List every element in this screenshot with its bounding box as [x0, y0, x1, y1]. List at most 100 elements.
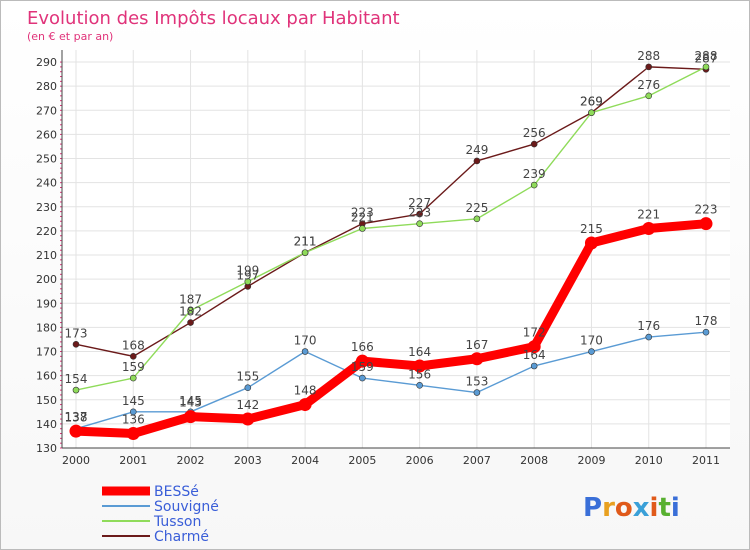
data-label: 173: [65, 326, 88, 340]
data-point: [473, 215, 481, 223]
x-tick-label: 2010: [635, 454, 663, 467]
data-label: 223: [695, 203, 718, 217]
data-label: 138: [65, 411, 88, 425]
data-label: 164: [408, 345, 431, 359]
data-point: [416, 210, 423, 218]
series-line: [75, 66, 707, 391]
data-label: 288: [695, 49, 718, 63]
y-tick-label: 180: [36, 321, 57, 334]
data-point: [301, 348, 309, 355]
data-point: [473, 389, 481, 396]
data-point: [645, 92, 653, 100]
data-label: 227: [408, 196, 431, 210]
y-tick-label: 210: [36, 249, 57, 262]
data-point: [699, 217, 713, 231]
data-label: 288: [637, 49, 660, 63]
y-tick-label: 270: [36, 104, 57, 117]
data-label: 166: [351, 340, 374, 354]
x-tick-label: 2008: [520, 454, 548, 467]
data-label: 269: [580, 95, 603, 109]
legend-label: Souvigné: [154, 499, 219, 515]
legend-label: Charmé: [154, 529, 209, 545]
y-tick-label: 230: [36, 201, 57, 214]
data-label: 142: [236, 398, 259, 412]
legend-label: BESSé: [154, 484, 199, 500]
data-point: [241, 412, 255, 426]
data-label: 154: [65, 372, 88, 386]
data-point: [530, 362, 538, 370]
data-label: 137: [65, 410, 88, 424]
logo-letter: i: [650, 493, 659, 523]
data-label: 225: [465, 201, 488, 215]
axes: 130 140 150 160 170 180 190 200 210 220 230 240 250 2…: [36, 50, 730, 467]
x-tick-label: 2006: [406, 454, 434, 467]
chart-subtitle: (en € et par an): [27, 30, 113, 43]
data-label: 239: [523, 167, 546, 181]
data-point: [72, 386, 80, 394]
data-point: [584, 236, 598, 250]
data-label: 159: [351, 360, 374, 374]
logo-letter: o: [615, 493, 633, 523]
data-point: [244, 384, 252, 391]
y-tick-label: 280: [36, 80, 57, 93]
data-label: 287: [695, 51, 718, 65]
data-point: [527, 340, 541, 354]
data-point: [702, 328, 710, 336]
data-label: 136: [122, 413, 145, 427]
data-label: 223: [351, 206, 374, 220]
data-point: [702, 63, 710, 71]
data-point: [69, 424, 83, 438]
x-tick-label: 2009: [577, 454, 605, 467]
data-point: [298, 398, 312, 412]
data-point: [416, 220, 423, 227]
data-label: 269: [580, 95, 603, 109]
plot-area: [62, 50, 730, 448]
data-label: 178: [695, 314, 718, 328]
proxiti-logo: Proxiti: [583, 493, 680, 523]
data-label: 176: [637, 319, 660, 333]
data-label: 199: [236, 264, 259, 278]
y-tick-label: 160: [36, 370, 57, 383]
data-label: 211: [294, 235, 317, 249]
x-tick-label: 2003: [234, 454, 262, 467]
y-tick-label: 140: [36, 418, 57, 431]
data-point: [129, 408, 137, 416]
x-tick-label: 2005: [348, 454, 376, 467]
data-point: [301, 249, 309, 256]
x-tick-label: 2007: [463, 454, 491, 467]
data-point: [645, 333, 653, 341]
data-point: [359, 225, 366, 232]
series-line: [75, 66, 707, 358]
data-label: 187: [179, 293, 202, 307]
data-point: [126, 427, 140, 441]
logo-letter: x: [633, 493, 650, 523]
data-label: 197: [236, 268, 259, 282]
data-label: 182: [179, 305, 202, 319]
y-tick-label: 220: [36, 225, 57, 238]
data-point: [244, 278, 252, 285]
data-label: 164: [523, 348, 546, 362]
data-label: 215: [580, 222, 603, 236]
x-tick-label: 2001: [119, 454, 147, 467]
data-point: [413, 359, 427, 373]
logo-letter: r: [602, 493, 615, 523]
x-tick-label: 2011: [692, 454, 720, 467]
legend-label: Tusson: [153, 514, 201, 530]
data-point: [184, 410, 198, 424]
data-point: [187, 319, 194, 326]
data-label: 211: [294, 235, 317, 249]
data-point: [187, 307, 194, 314]
data-point: [129, 374, 137, 382]
data-label: 155: [236, 370, 259, 384]
logo-letter: P: [583, 493, 602, 523]
data-point: [588, 109, 595, 117]
data-label: 145: [122, 394, 145, 408]
logo-letter: i: [671, 493, 680, 523]
data-label: 221: [637, 207, 660, 221]
logo-text: Proxiti: [583, 493, 680, 523]
data-point: [355, 354, 369, 368]
data-label: 170: [580, 334, 603, 348]
